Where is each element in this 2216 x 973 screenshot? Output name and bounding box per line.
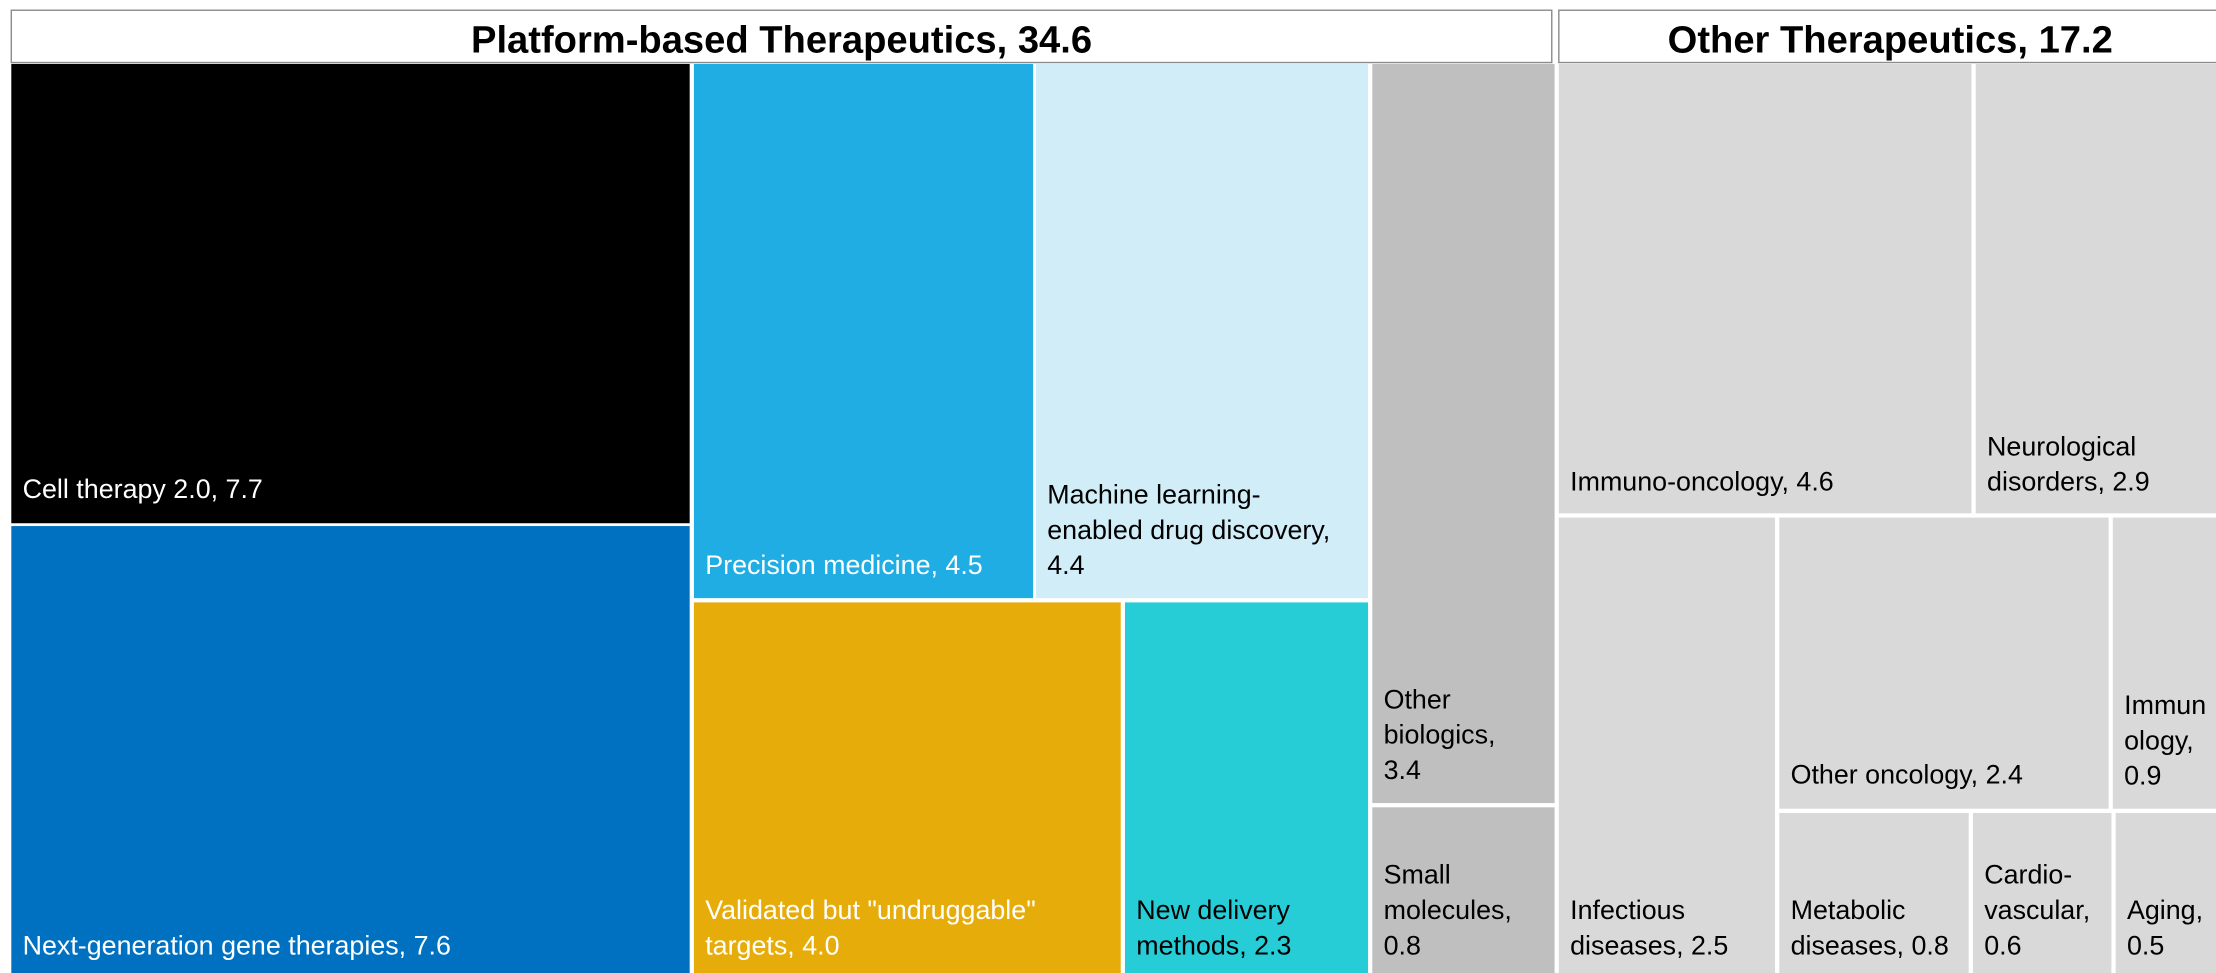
treemap-cell [11, 526, 690, 973]
cell-label: Cardio-vascular, 0.6 [1984, 860, 2097, 961]
cell-label: Immun ology, 0.9 [2124, 690, 2206, 791]
treemap-cell [1779, 517, 2109, 809]
group-label: Other Therapeutics, 17.2 [1668, 19, 2113, 62]
cell-label: Small molecules, 0.8 [1384, 860, 1520, 961]
cell-label: Aging, 0.5 [2127, 895, 2211, 960]
cell-label: Other oncology, 2.4 [1791, 759, 2023, 789]
treemap-cell [1779, 812, 1969, 973]
treemap-cell [693, 602, 1121, 973]
treemap-cell [11, 63, 690, 524]
cell-label: Cell therapy 2.0, 7.7 [23, 474, 263, 504]
group-label: Platform-based Therapeutics, 34.6 [471, 19, 1092, 62]
cell-label: Machine learning-enabled drug discovery,… [1047, 479, 1337, 580]
treemap-cell [1972, 812, 2112, 973]
cell-label: Validated but "undruggable" targets, 4.0 [705, 895, 1043, 960]
cell-label: Neurological disorders, 2.9 [1987, 431, 2150, 496]
treemap-cell [1372, 807, 1555, 973]
cell-label: Infectious diseases, 2.5 [1570, 895, 1728, 960]
treemap-cell [1372, 63, 1555, 804]
treemap-cell [693, 63, 1034, 599]
cell-label: Precision medicine, 4.5 [705, 550, 983, 580]
treemap-cell [1558, 63, 1972, 514]
group-header [10, 9, 1553, 64]
treemap-cell [1035, 63, 1369, 599]
cell-label: Immuno-oncology, 4.6 [1570, 467, 1834, 497]
cell-label: Metabolic diseases, 0.8 [1791, 895, 1949, 960]
cell-label: New delivery methods, 2.3 [1136, 895, 1297, 960]
cell-label: Other biologics, 3.4 [1384, 684, 1503, 785]
treemap-cell [1124, 602, 1369, 973]
treemap-cell [1975, 63, 2216, 514]
treemap-cell [2115, 812, 2216, 973]
group-header [1558, 9, 2216, 64]
treemap-cell [1558, 517, 1776, 973]
cell-label: Next-generation gene therapies, 7.6 [23, 930, 451, 960]
treemap-cell [2112, 517, 2216, 809]
